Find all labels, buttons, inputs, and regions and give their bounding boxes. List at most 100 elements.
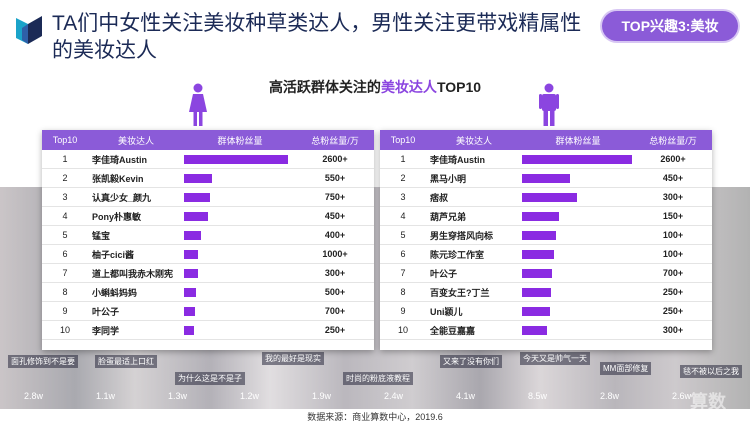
collage-tag: 脸蛋最适上口红 <box>95 355 157 368</box>
brand-logo-icon <box>16 16 42 44</box>
fans-bar <box>184 173 212 183</box>
total-fans: 250+ <box>296 320 374 340</box>
table-row: 7 叶公子 700+ <box>380 263 712 283</box>
fans-bar <box>184 249 198 259</box>
table-row: 9 Uni颖儿 250+ <box>380 301 712 321</box>
rank-cell: 5 <box>380 225 426 245</box>
influencer-name: 柚子cici酱 <box>88 244 184 264</box>
total-fans: 450+ <box>296 206 374 226</box>
collage-tag: 面孔修饰到不是要 <box>8 355 78 368</box>
influencer-name: 张凯毅Kevin <box>88 168 184 188</box>
total-fans: 2600+ <box>296 150 374 169</box>
rank-cell: 10 <box>380 320 426 340</box>
collage-view-count: 1.2w <box>240 391 260 401</box>
table-row: 10 李同学 250+ <box>42 320 374 340</box>
total-fans: 100+ <box>634 225 712 245</box>
rank-cell: 3 <box>380 187 426 207</box>
total-fans: 300+ <box>296 263 374 283</box>
collage-view-count: 2.6w <box>672 391 692 401</box>
rank-cell: 1 <box>42 150 88 169</box>
collage-tag: 时尚的粉底液教程 <box>343 372 413 385</box>
fans-bar <box>184 325 194 335</box>
collage-view-count: 1.9w <box>312 391 332 401</box>
fans-bar <box>522 268 552 278</box>
fans-bar-cell <box>184 244 296 264</box>
influencer-name: 陈元珍工作室 <box>426 244 522 264</box>
fans-bar-cell <box>184 187 296 207</box>
collage-tag: 我的最好是现实 <box>262 352 324 365</box>
influencer-name: 全能豆嘉嘉 <box>426 320 522 340</box>
fans-bar <box>522 249 554 259</box>
fans-bar-cell <box>522 225 634 245</box>
collage-view-count: 2.8w <box>600 391 620 401</box>
collage-view-count: 1.3w <box>168 391 188 401</box>
influencer-name: 叶公子 <box>426 263 522 283</box>
rank-cell: 8 <box>42 282 88 302</box>
rank-cell: 8 <box>380 282 426 302</box>
table-row: 4 葫芦兄弟 150+ <box>380 206 712 226</box>
fans-bar-cell <box>522 244 634 264</box>
col-total: 总粉丝量/万 <box>296 130 374 150</box>
collage-view-count: 8.5w <box>528 391 548 401</box>
subtitle-suffix: TOP10 <box>436 79 482 95</box>
table-row: 2 张凯毅Kevin 550+ <box>42 168 374 188</box>
fans-bar <box>522 192 577 202</box>
table-row: 6 柚子cici酱 1000+ <box>42 244 374 264</box>
total-fans: 700+ <box>296 301 374 321</box>
influencer-name: 叶公子 <box>88 301 184 321</box>
page-title: TA们中女性关注美妆种草类达人，男性关注更带戏精属性的美妆达人 <box>52 12 582 62</box>
collage-tag: 又来了没有你们 <box>440 355 502 368</box>
influencer-name: 道上都叫我赤木刚宪 <box>88 263 184 283</box>
female-icon <box>189 83 207 126</box>
fans-bar-cell <box>522 263 634 283</box>
influencer-name: 痞叔 <box>426 187 522 207</box>
rank-cell: 3 <box>42 187 88 207</box>
fans-bar <box>522 287 551 297</box>
influencer-name: 葫芦兄弟 <box>426 206 522 226</box>
collage-tag: 毯不被以后之我 <box>680 365 742 378</box>
collage-view-count: 1.1w <box>96 391 116 401</box>
col-total: 总粉丝量/万 <box>634 130 712 150</box>
total-fans: 250+ <box>634 301 712 321</box>
influencer-name: 李同学 <box>88 320 184 340</box>
rank-cell: 2 <box>42 168 88 188</box>
fans-bar <box>184 230 201 240</box>
influencer-name: 男生穿搭风向标 <box>426 225 522 245</box>
col-rank: Top10 <box>380 130 426 150</box>
rank-cell: 5 <box>42 225 88 245</box>
fans-bar <box>522 173 570 183</box>
fans-bar <box>184 211 208 221</box>
fans-bar-cell <box>522 150 634 169</box>
table-row: 10 全能豆嘉嘉 300+ <box>380 320 712 340</box>
data-source: 数据来源：商业算数中心，2019.6 <box>307 412 443 422</box>
interest-badge: TOP兴趣3:美妆 <box>602 11 738 41</box>
fans-bar-cell <box>184 225 296 245</box>
fans-bar-cell <box>184 301 296 321</box>
fans-bar <box>184 306 195 316</box>
fans-bar-cell <box>522 187 634 207</box>
fans-bar <box>184 154 288 164</box>
fans-bar-cell <box>522 206 634 226</box>
collage-view-count: 2.4w <box>384 391 404 401</box>
fans-bar-cell <box>184 320 296 340</box>
table-row: 4 Pony朴惠敏 450+ <box>42 206 374 226</box>
col-rank: Top10 <box>42 130 88 150</box>
col-name: 美妆达人 <box>88 130 184 150</box>
male-ranking-table: Top10 美妆达人 群体粉丝量 总粉丝量/万 1 李佳琦Austin 2600+ 2… <box>380 130 712 350</box>
chart-subtitle: 高活跃群体关注的美妆达人TOP10 <box>0 77 750 97</box>
total-fans: 400+ <box>296 225 374 245</box>
influencer-name: 李佳琦Austin <box>88 150 184 169</box>
col-name: 美妆达人 <box>426 130 522 150</box>
table-row: 1 李佳琦Austin 2600+ <box>42 150 374 169</box>
fans-bar <box>522 230 556 240</box>
table-row: 8 百变女王?丁兰 250+ <box>380 282 712 302</box>
rank-cell: 1 <box>380 150 426 169</box>
collage-tag: 为什么这是不是子 <box>175 372 245 385</box>
fans-bar-cell <box>522 301 634 321</box>
table-row: 1 李佳琦Austin 2600+ <box>380 150 712 169</box>
fans-bar-cell <box>184 263 296 283</box>
table-row: 6 陈元珍工作室 100+ <box>380 244 712 264</box>
fans-bar <box>184 287 196 297</box>
influencer-name: 李佳琦Austin <box>426 150 522 169</box>
total-fans: 300+ <box>634 187 712 207</box>
